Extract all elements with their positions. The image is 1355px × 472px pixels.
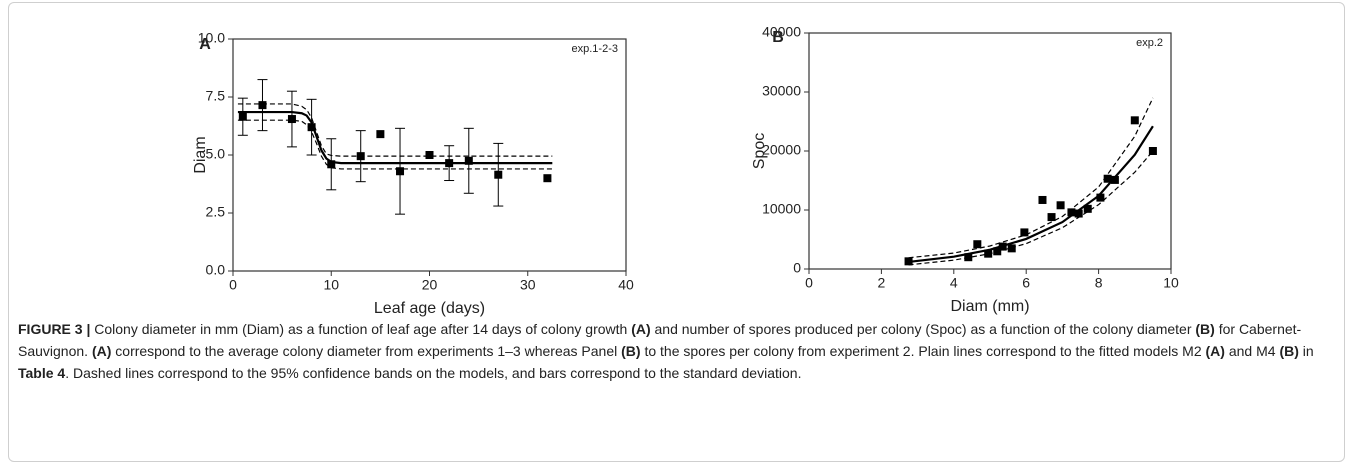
x-tick-label: 6	[1022, 275, 1030, 291]
y-tick-label: 7.5	[206, 88, 226, 104]
x-tick-label: 4	[950, 275, 958, 291]
y-axis-label: Diam	[192, 136, 209, 173]
x-tick-label: 30	[520, 277, 536, 293]
y-tick-label: 20000	[762, 142, 801, 158]
caption-text: in	[1298, 343, 1314, 359]
data-point	[1103, 174, 1112, 183]
x-tick-label: 40	[618, 277, 634, 293]
fit-line	[908, 125, 1154, 264]
x-tick-label: 20	[422, 277, 438, 293]
caption-text: correspond to the average colony diamete…	[111, 343, 622, 359]
data-point	[1130, 116, 1139, 125]
annotation: exp.1-2-3	[572, 43, 618, 55]
x-tick-label: 8	[1095, 275, 1103, 291]
data-point	[904, 257, 913, 266]
caption-bold: FIGURE 3 |	[18, 321, 91, 337]
panel-label: B	[772, 29, 784, 46]
data-point	[1020, 228, 1029, 237]
x-axis-label: Leaf age (days)	[374, 300, 485, 317]
confidence-band	[237, 119, 553, 170]
data-point	[1148, 147, 1157, 155]
data-point	[1067, 208, 1076, 217]
caption-bold: (A)	[631, 321, 651, 337]
data-point	[327, 160, 336, 169]
y-tick-label: 5.0	[206, 146, 226, 162]
data-point	[1047, 213, 1056, 222]
caption: FIGURE 3 | Colony diameter in mm (Diam) …	[18, 318, 1328, 384]
caption-text: to the spores per colony from experiment…	[640, 343, 1206, 359]
data-point	[1083, 204, 1092, 213]
data-point	[376, 130, 385, 139]
y-axis-label: Spoc	[751, 133, 768, 169]
data-point	[1007, 244, 1016, 253]
caption-bold: Table 4	[18, 365, 66, 381]
y-tick-label: 0.0	[206, 262, 226, 278]
y-tick-label: 10.0	[198, 30, 225, 46]
caption-bold: (B)	[1195, 321, 1215, 337]
figure-frame	[8, 2, 1345, 462]
y-tick-label: 10000	[762, 201, 801, 217]
caption-text: and number of spores produced per colony…	[650, 321, 1196, 337]
y-tick-label: 30000	[762, 83, 801, 99]
caption-bold: (A)	[91, 343, 112, 359]
data-point	[307, 123, 316, 132]
data-point	[1038, 195, 1047, 204]
data-point	[973, 240, 982, 249]
caption-text: Colony diameter in mm (Diam) as a functi…	[90, 321, 632, 337]
data-point	[356, 152, 365, 161]
y-tick-label: 40000	[762, 24, 801, 40]
panel-label: A	[199, 36, 211, 53]
confidence-band	[237, 103, 553, 157]
data-point	[1074, 209, 1083, 218]
data-point	[964, 253, 973, 262]
caption-bold: (B)	[621, 343, 641, 359]
data-point	[1056, 201, 1065, 210]
caption-text: for Cabernet-Sauvignon.	[18, 321, 1302, 359]
caption-bold: (B)	[1279, 343, 1299, 359]
data-point	[984, 249, 993, 258]
y-tick-label: 2.5	[206, 204, 226, 220]
confidence-band	[908, 97, 1154, 259]
data-point	[287, 115, 296, 124]
confidence-band	[908, 150, 1154, 266]
x-tick-label: 10	[323, 277, 339, 293]
x-tick-label: 0	[805, 275, 813, 291]
x-tick-label: 2	[878, 275, 886, 291]
caption-bold: (A)	[1205, 343, 1225, 359]
caption-text: . Dashed lines correspond to the 95% con…	[65, 365, 802, 381]
data-point	[1096, 193, 1105, 202]
data-point	[445, 159, 454, 168]
caption-text: and M4	[1224, 343, 1280, 359]
data-point	[258, 101, 267, 110]
data-point	[543, 174, 552, 183]
x-axis-label: Diam (mm)	[950, 298, 1029, 315]
data-point	[1110, 175, 1119, 184]
data-point	[464, 156, 473, 165]
data-point	[238, 112, 247, 121]
data-point	[494, 170, 503, 179]
data-point	[998, 242, 1007, 251]
data-point	[425, 151, 434, 159]
fit-line	[237, 110, 553, 165]
plot-frame	[808, 32, 1172, 270]
x-tick-label: 0	[229, 277, 237, 293]
data-point	[396, 167, 405, 176]
x-tick-label: 10	[1163, 275, 1179, 291]
data-point	[993, 247, 1002, 256]
y-tick-label: 0	[793, 260, 801, 276]
annotation: exp.2	[1136, 37, 1163, 49]
